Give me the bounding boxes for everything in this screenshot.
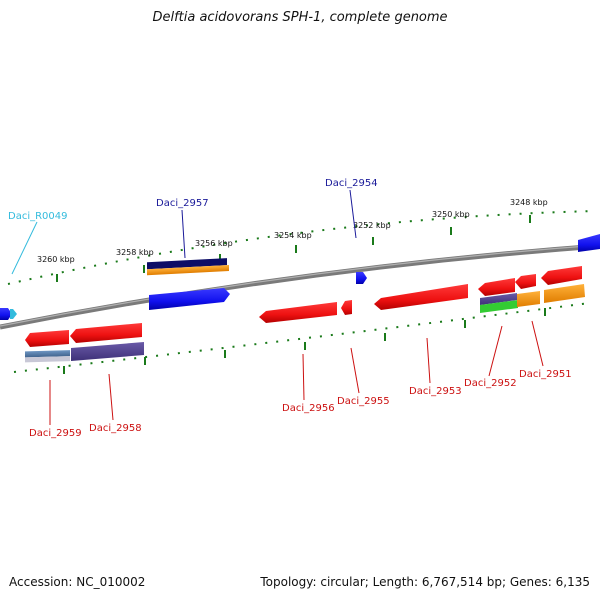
gene-daci-2957-cds (149, 288, 230, 310)
gene-daci-2951-a (515, 274, 536, 289)
gene-label-daci-2953: Daci_2953 (409, 386, 462, 397)
gene-label-daci-2954: Daci_2954 (325, 178, 378, 189)
gene-label-daci-2952: Daci_2952 (464, 378, 517, 389)
gene-label-daci-2958: Daci_2958 (89, 423, 142, 434)
gene-daci-2952 (478, 278, 515, 296)
forward-genes (0, 234, 600, 320)
label-leaders (11, 189, 544, 425)
gene-right-edge (578, 234, 600, 252)
gene-daci-2953 (374, 284, 468, 310)
genome-backbone (0, 243, 600, 330)
gene-daci-2959-steel (25, 350, 70, 358)
gene-daci-2957-orange (147, 264, 229, 276)
gene-label-daci-2955: Daci_2955 (337, 396, 390, 407)
kbp-label-3248: 3248 kbp (510, 198, 548, 207)
reverse-tick-track (13, 302, 591, 374)
kbp-label-3260: 3260 kbp (37, 255, 75, 264)
gene-label-daci-2959: Daci_2959 (29, 428, 82, 439)
forward-tick-track (7, 210, 597, 285)
gene-label-daci-2957: Daci_2957 (156, 198, 209, 209)
gene-label-daci-2956: Daci_2956 (282, 403, 335, 414)
gene-daci-2959 (25, 330, 69, 347)
map-title: Delftia acidovorans SPH-1, complete geno… (152, 10, 448, 25)
gene-label-daci-r0049: Daci_R0049 (8, 211, 68, 222)
gene-label-daci-2951: Daci_2951 (519, 369, 572, 380)
gene-daci-2952-lime (480, 300, 518, 313)
gene-daci-2956 (259, 302, 337, 323)
topology-text: Topology: circular; Length: 6,767,514 bp… (260, 575, 590, 589)
gene-left-edge (0, 308, 12, 320)
kbp-label-3250: 3250 kbp (432, 210, 470, 219)
gene-daci-2952-purple (480, 293, 517, 305)
accession-text: Accession: NC_010002 (9, 575, 146, 589)
kbp-label-3254: 3254 kbp (274, 231, 312, 240)
gene-daci-2958 (70, 323, 142, 343)
gene-daci-2952-orange (517, 291, 540, 307)
gene-daci-r0049 (10, 309, 17, 319)
gene-daci-2958-purple (71, 342, 144, 361)
kbp-label-3256: 3256 kbp (195, 239, 233, 248)
reverse-genes (25, 266, 585, 363)
kbp-label-3252: 3252 kbp (353, 221, 391, 230)
gene-daci-2951-orange (544, 284, 585, 303)
gene-daci-2957-navy (147, 258, 227, 270)
kbp-labels: 3260 kbp 3258 kbp 3256 kbp 3254 kbp 3252… (37, 198, 548, 264)
kbp-label-3258: 3258 kbp (116, 248, 154, 257)
gene-labels: Daci_R0049 Daci_2957 Daci_2954 Daci_2959… (8, 178, 572, 439)
gene-daci-2954 (356, 272, 367, 284)
gene-daci-2951-b (541, 266, 582, 285)
gene-daci-2955 (341, 300, 352, 315)
